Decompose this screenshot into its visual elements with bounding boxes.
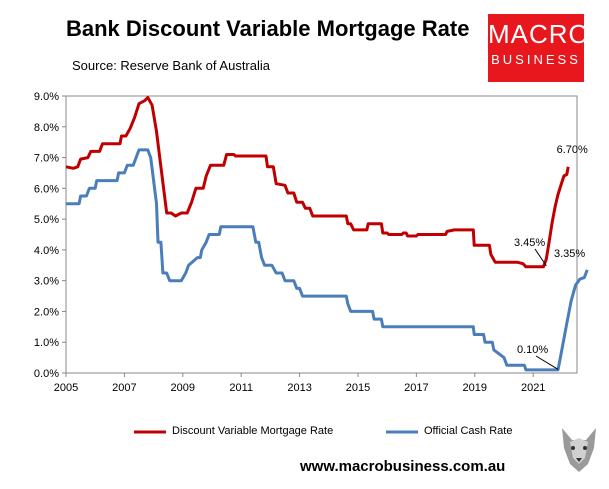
y-tick-label: 6.0% [34,183,59,195]
x-tick-label: 2007 [112,382,136,394]
x-tick-label: 2021 [521,382,545,394]
y-tick-label: 0.0% [34,368,59,380]
x-tick-label: 2005 [54,382,78,394]
website-url: www.macrobusiness.com.au [300,458,506,475]
y-tick-label: 2.0% [34,306,59,318]
annotation-layer: 6.70% 3.45% 3.35% 0.10% [514,144,588,370]
x-axis: 2005 2007 2009 2011 2013 2015 2017 2019 2021 [54,373,545,394]
annotation-leader-line [535,355,559,370]
macrobusiness-logo: MACRO BUSINESS [488,14,590,82]
series-line-cash-rate [66,148,589,372]
annotation-leader-line [534,248,547,267]
annotation-label: 3.45% [514,237,545,249]
x-tick-label: 2011 [229,382,253,394]
logo-text-top: MACRO [488,19,590,49]
annotation-label: 6.70% [557,144,588,156]
x-tick-label: 2017 [404,382,428,394]
annotation-label: 0.10% [517,344,548,356]
x-tick-label: 2019 [463,382,487,394]
chart-title: Bank Discount Variable Mortgage Rate [66,16,470,41]
logo-text-bottom: BUSINESS [491,52,581,67]
x-tick-label: 2015 [346,382,370,394]
y-axis: 0.0% 1.0% 2.0% 3.0% 4.0% 5.0% 6.0% 7.0% 8.0% 9.0% [34,91,66,380]
y-tick-label: 1.0% [34,337,59,349]
plot-area [65,95,578,374]
y-tick-label: 7.0% [34,153,59,165]
y-tick-label: 9.0% [34,91,59,103]
legend-label-mortgage: Discount Variable Mortgage Rate [172,425,334,437]
x-tick-label: 2013 [287,382,311,394]
chart-subtitle: Source: Reserve Bank of Australia [72,58,270,73]
y-tick-label: 8.0% [34,122,59,134]
y-tick-label: 3.0% [34,276,59,288]
legend-label-cash: Official Cash Rate [424,425,513,437]
series-line-mortgage-rate [65,96,570,269]
y-tick-label: 5.0% [34,214,59,226]
wolf-icon [562,428,596,472]
plot-frame [65,95,578,374]
y-tick-label: 4.0% [34,245,59,257]
x-tick-label: 2009 [171,382,195,394]
series-layer [65,96,589,372]
annotation-label: 3.35% [554,248,585,260]
